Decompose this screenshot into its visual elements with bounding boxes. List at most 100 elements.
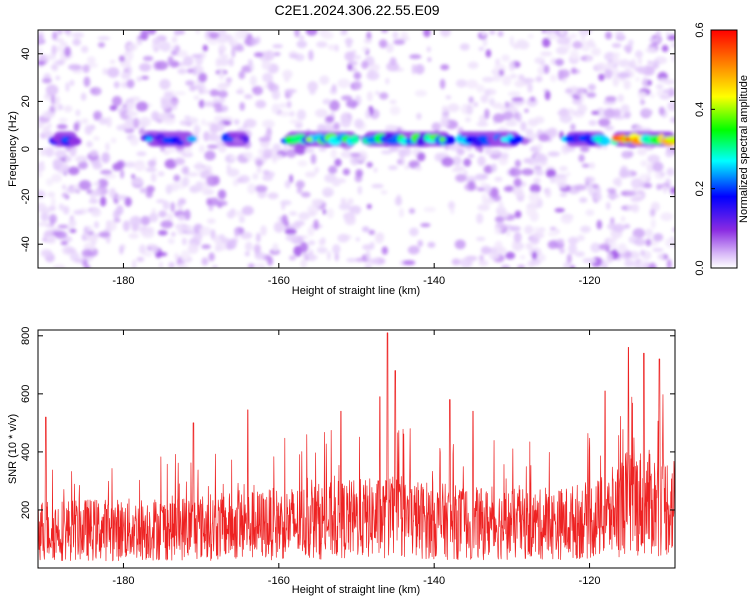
spectrogram-cell bbox=[148, 212, 159, 223]
spectrogram-cell bbox=[447, 103, 460, 113]
spectrogram-cell bbox=[488, 251, 500, 260]
spectrogram-cell bbox=[655, 84, 664, 90]
spectrogram-cell bbox=[65, 247, 77, 254]
spectrogram-cell bbox=[509, 117, 516, 126]
spectrogram-cell bbox=[271, 154, 283, 160]
spectrogram-cell bbox=[115, 194, 128, 201]
spectrogram-cell bbox=[533, 177, 541, 184]
spectrogram-cell bbox=[667, 101, 675, 112]
spectrogram-cell bbox=[60, 240, 68, 246]
spectrogram-cell bbox=[560, 213, 573, 224]
spectrogram-cell bbox=[389, 57, 397, 66]
spectrogram-cell bbox=[258, 148, 265, 156]
spectrogram-cell bbox=[65, 82, 70, 92]
spectrogram-cell bbox=[185, 80, 195, 86]
spectrogram-cell bbox=[658, 106, 665, 116]
spectrogram-cell bbox=[368, 229, 376, 235]
spectrogram-cell bbox=[366, 91, 373, 102]
spectrogram-cell bbox=[51, 173, 62, 183]
spectrogram-cell bbox=[300, 258, 308, 268]
spectrogram-cell bbox=[77, 161, 88, 170]
spectrogram-cell bbox=[251, 38, 258, 46]
spectrogram-cell bbox=[159, 78, 171, 90]
spectrogram-cell bbox=[661, 44, 669, 53]
spectrogram-cell bbox=[474, 173, 487, 181]
spectrogram-cell bbox=[620, 104, 630, 114]
spectrogram-cell bbox=[158, 210, 167, 218]
spectrogram-cell bbox=[93, 189, 101, 197]
spectrogram-cell bbox=[484, 89, 491, 97]
spectrogram-cell bbox=[566, 172, 571, 177]
spectrogram-cell bbox=[617, 243, 628, 254]
spectrogram-cell bbox=[184, 115, 191, 120]
spectrogram-cell bbox=[272, 44, 283, 49]
spectrogram-cell bbox=[253, 52, 264, 58]
spectrogram-cell bbox=[54, 45, 64, 50]
spectrogram-cell bbox=[636, 147, 647, 156]
spectrogram-cell bbox=[556, 36, 570, 46]
spectrogram-cell bbox=[289, 256, 296, 261]
spectrogram-cell bbox=[160, 41, 171, 52]
spectrogram-cell bbox=[587, 39, 595, 47]
y-tick-label: 20 bbox=[20, 95, 32, 107]
spectrogram-cell bbox=[226, 168, 240, 177]
spectrogram-cell bbox=[476, 213, 484, 224]
spectrogram-cell bbox=[297, 160, 308, 167]
spectrogram-cell bbox=[637, 91, 647, 99]
spectrogram-cell bbox=[325, 115, 335, 123]
spectrogram-cell bbox=[340, 151, 354, 159]
spectrogram-cell bbox=[509, 35, 514, 47]
spectrogram-cell bbox=[237, 127, 244, 133]
spectrogram-cell bbox=[176, 263, 189, 268]
spectrogram-cell bbox=[399, 208, 404, 218]
snr-x-ticks: -180 -160 -140 -120 bbox=[112, 330, 601, 587]
spectrogram-cell bbox=[652, 161, 664, 172]
spectrogram-cell bbox=[228, 35, 234, 46]
spectrogram-cell bbox=[44, 54, 57, 60]
spectrogram-cell bbox=[64, 236, 73, 243]
band-blob bbox=[350, 134, 359, 144]
spectrogram-cell bbox=[53, 264, 66, 268]
spectrogram-cell bbox=[574, 184, 587, 191]
spectrogram-cell bbox=[389, 105, 401, 116]
spectrogram-cell bbox=[544, 90, 551, 101]
spectrogram-cell bbox=[580, 33, 586, 42]
spectrogram-cell bbox=[481, 193, 487, 202]
spectrogram-cell bbox=[670, 42, 675, 48]
spectrogram-cell bbox=[171, 36, 178, 44]
spectrogram-cell bbox=[503, 185, 515, 192]
spectrogram-cell bbox=[234, 228, 240, 238]
spectrogram-cell bbox=[212, 98, 220, 104]
spectrogram-cell bbox=[78, 180, 92, 191]
spectrogram-cell bbox=[605, 201, 611, 210]
spectrogram-cell bbox=[479, 254, 484, 262]
spectrogram-cell bbox=[52, 31, 58, 41]
spectrogram-cell bbox=[454, 239, 466, 250]
spectrogram-cell bbox=[179, 120, 193, 126]
spectrogram-cell bbox=[363, 38, 372, 44]
spectrogram-cell bbox=[440, 64, 450, 71]
spectrogram-cell bbox=[531, 251, 538, 260]
spectrogram-cell bbox=[650, 218, 656, 229]
spectrogram-cell bbox=[135, 101, 149, 112]
spectrogram-cell bbox=[477, 204, 490, 211]
spectrogram-cell bbox=[51, 44, 57, 56]
spectrogram-cell bbox=[527, 82, 533, 93]
spectrogram-cell bbox=[450, 207, 455, 215]
spectrogram-cell bbox=[239, 102, 245, 111]
spectrogram-cell bbox=[645, 238, 652, 247]
spectrogram-cell bbox=[97, 178, 109, 188]
spectrogram-cell bbox=[381, 246, 388, 255]
spectrogram-cell bbox=[578, 154, 585, 163]
spectrogram-cell bbox=[509, 73, 518, 79]
snr-x-axis-label: Height of straight line (km) bbox=[292, 584, 420, 596]
spectrogram-cell bbox=[40, 147, 47, 157]
spectrogram-cell bbox=[659, 94, 671, 100]
spectrogram-cell bbox=[384, 124, 397, 132]
spectrogram-cell bbox=[241, 205, 254, 216]
spectrogram-cell bbox=[206, 198, 212, 206]
spectrogram-cell bbox=[131, 173, 136, 180]
spectrogram-cell bbox=[441, 156, 454, 167]
spectrogram-cell bbox=[623, 79, 631, 90]
spectrogram-cell bbox=[467, 61, 479, 69]
